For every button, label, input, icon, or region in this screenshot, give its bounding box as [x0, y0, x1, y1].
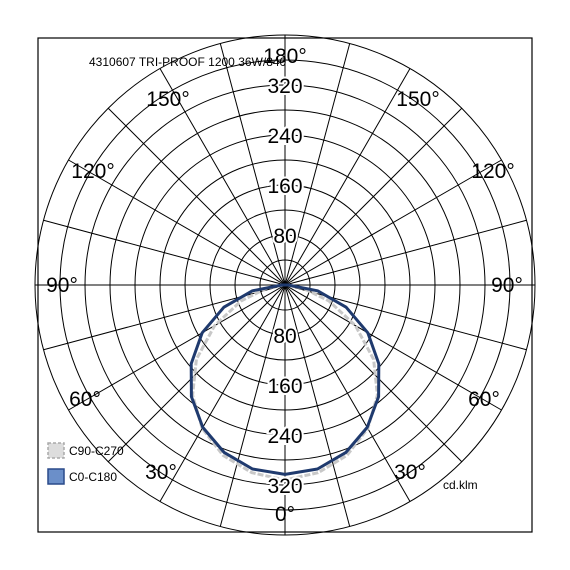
angle-label-120-right: 120°	[471, 160, 514, 183]
radial-tick-label-upper: 320	[267, 75, 302, 98]
angle-label-30-left: 30°	[145, 461, 177, 484]
radial-tick-label-upper: 160	[267, 175, 302, 198]
chart-title: 4310607 TRI-PROOF 1200 36W/840	[89, 55, 287, 69]
radial-tick-label-lower: 320	[267, 475, 302, 498]
angle-label-90-left: 90°	[46, 274, 78, 297]
angle-label-90-right: 90°	[491, 274, 523, 297]
angle-label-bottom: 0°	[275, 503, 295, 526]
angle-label-60-left: 60°	[69, 388, 101, 411]
angle-label-top: 180°	[263, 45, 306, 68]
radial-tick-label-upper: 80	[273, 225, 296, 248]
series-layer	[189, 283, 381, 482]
legend-swatch-c90-c270	[47, 442, 65, 459]
legend-swatch-c0-c180	[47, 468, 65, 485]
legend-label-c90-c270: C90-C270	[69, 444, 124, 458]
legend-label-c0-c180: C0-C180	[69, 470, 117, 484]
series-line-c90-c270	[191, 283, 379, 482]
angle-labels: 180° 0° 150° 150° 120° 120° 90° 90° 60° …	[46, 45, 523, 526]
legend: C90-C270 C0-C180	[47, 442, 124, 485]
angle-label-30-right: 30°	[394, 461, 426, 484]
angle-label-150-left: 150°	[146, 88, 189, 111]
radial-tick-label-lower: 160	[267, 375, 302, 398]
unit-label: cd.klm	[443, 478, 478, 492]
series-line-c0-c180	[189, 283, 381, 476]
radial-tick-label-lower: 80	[273, 325, 296, 348]
radial-tick-labels: 80 80 160 160 240 240 320 320	[265, 73, 304, 500]
angle-label-60-right: 60°	[468, 388, 500, 411]
angle-label-120-left: 120°	[71, 160, 114, 183]
angle-label-150-right: 150°	[396, 88, 439, 111]
radial-tick-label-lower: 240	[267, 425, 302, 448]
radial-tick-label-upper: 240	[267, 125, 302, 148]
